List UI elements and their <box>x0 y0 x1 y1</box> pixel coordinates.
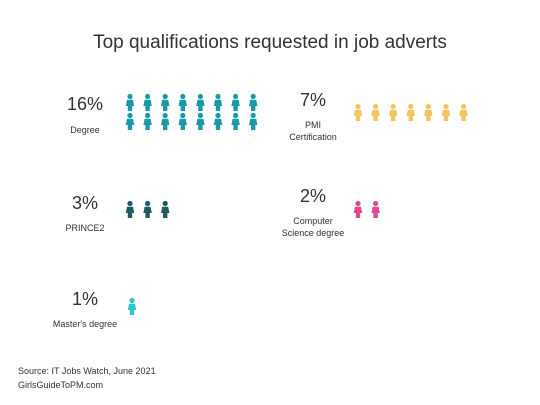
person-icon <box>161 112 170 130</box>
person-icon <box>143 112 152 130</box>
person-icon <box>125 93 135 111</box>
icon-group <box>353 200 380 218</box>
person-icon <box>231 112 240 130</box>
icon-group <box>125 93 258 130</box>
person-icon <box>249 112 258 130</box>
category-label: Degree <box>70 125 100 135</box>
person-icon <box>406 103 415 121</box>
person-icon <box>143 200 152 218</box>
person-icon <box>231 93 240 111</box>
person-icon <box>371 103 380 121</box>
category-label: Computer Science degree <box>281 216 345 238</box>
person-icon <box>196 93 205 111</box>
person-icon <box>161 200 170 218</box>
person-icon <box>213 93 223 111</box>
person-icon <box>459 103 468 121</box>
person-icon <box>196 112 205 130</box>
source: Source: IT Jobs Watch, June 2021 <box>18 366 156 376</box>
category-label: PMI Certification <box>289 120 337 142</box>
person-icon <box>143 93 152 111</box>
person-icon <box>353 200 363 218</box>
icon-group <box>125 200 170 218</box>
value-label: 1% <box>71 289 98 309</box>
person-icon <box>178 93 187 111</box>
category-label: Master's degree <box>52 319 118 329</box>
credit: GirlsGuideToPM.com <box>18 380 104 390</box>
person-icon <box>178 112 187 130</box>
person-icon <box>125 200 135 218</box>
value-label: 16% <box>66 94 104 114</box>
category-label: PRINCE2 <box>65 223 105 233</box>
person-icon <box>213 112 223 130</box>
value-label: 3% <box>71 193 98 213</box>
person-icon <box>424 103 433 121</box>
icon-group <box>127 297 137 315</box>
value-label: 7% <box>299 90 326 110</box>
chart-title: Top qualifications requested in job adve… <box>93 32 447 53</box>
person-icon <box>127 297 137 315</box>
person-icon <box>441 103 451 121</box>
person-icon <box>389 103 398 121</box>
person-icon <box>125 112 135 130</box>
icon-group <box>353 103 468 121</box>
value-label: 2% <box>299 186 326 206</box>
person-icon <box>353 103 363 121</box>
person-icon <box>371 200 380 218</box>
person-icon <box>249 93 258 111</box>
person-icon <box>161 93 170 111</box>
